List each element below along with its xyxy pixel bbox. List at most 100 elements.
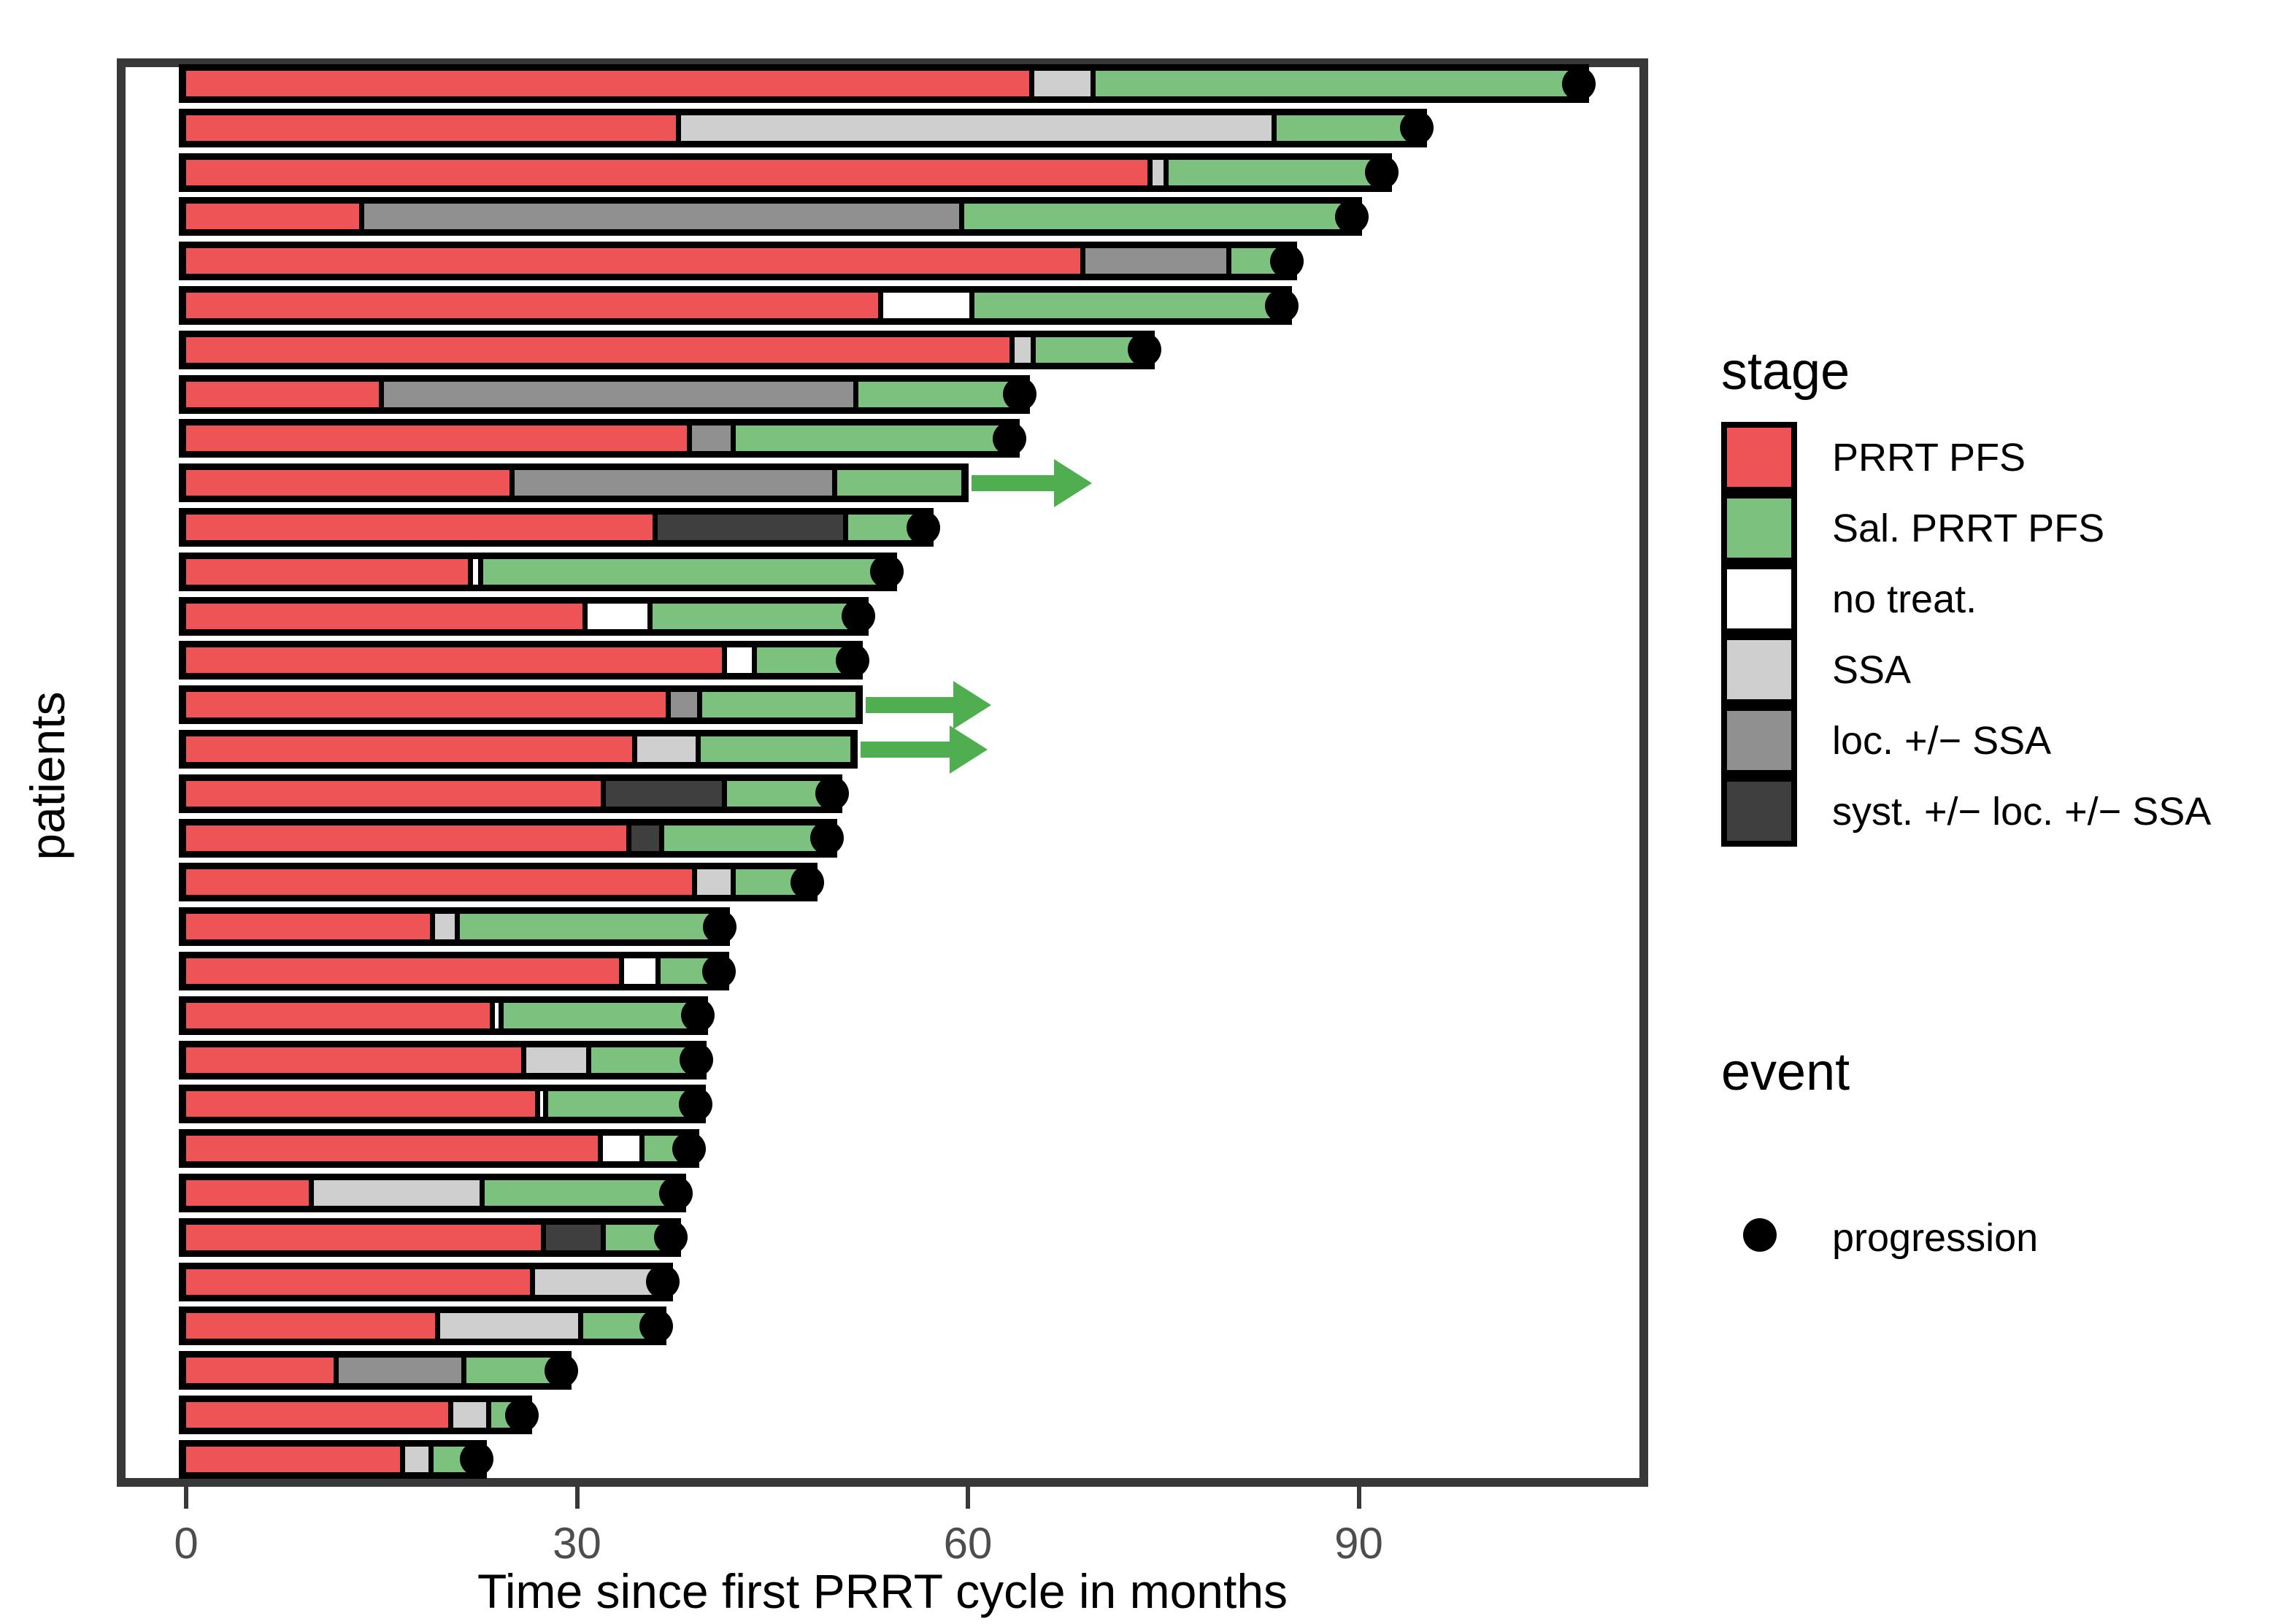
bar-segment-sal: [1166, 159, 1385, 185]
patient-bar: [179, 1396, 533, 1434]
patient-bar: [179, 1040, 707, 1080]
segment-divider: [686, 426, 692, 452]
progression-dot: [544, 1353, 578, 1388]
x-tick-label: 30: [553, 1519, 601, 1568]
bar-segment-prrt: [186, 159, 1150, 185]
bar-segment-none: [537, 1091, 546, 1117]
legend-stage-title: stage: [1721, 342, 1850, 401]
legend-label: PRRT PFS: [1832, 435, 2026, 480]
segment-divider: [655, 958, 661, 984]
bar-segment-loc: [689, 426, 734, 452]
progression-dot: [1002, 377, 1036, 412]
legend-label: syst. +/− loc. +/− SSA: [1832, 789, 2212, 834]
patient-bar: [179, 730, 858, 769]
segment-divider: [731, 869, 736, 896]
bar-segment-prrt: [186, 1446, 403, 1472]
patient-bar: [179, 1439, 487, 1479]
patient-bar: [179, 641, 864, 680]
segment-divider: [696, 736, 701, 762]
bar-segment-sal: [961, 204, 1355, 230]
progression-dot: [680, 1043, 714, 1077]
bar-segment-sal: [733, 426, 1012, 452]
bar-segment-ssa: [432, 914, 458, 940]
bar-segment-ssa: [1031, 71, 1093, 96]
bar-segment-ssa: [694, 869, 734, 896]
segment-divider: [399, 1446, 405, 1472]
segment-divider: [454, 914, 460, 940]
bar-segment-none: [621, 958, 658, 984]
bar-segment-ssa: [532, 1269, 655, 1295]
ongoing-arrow-head: [949, 725, 988, 774]
segment-divider: [691, 869, 697, 896]
segment-divider: [665, 692, 671, 718]
bar-segment-prrt: [186, 603, 585, 629]
bar-segment-prrt: [186, 204, 362, 230]
segment-divider: [676, 115, 682, 141]
segment-divider: [969, 293, 974, 318]
x-tick-label: 0: [174, 1519, 199, 1568]
patient-bar: [179, 996, 709, 1035]
bar-segment-loc: [381, 381, 856, 407]
patient-bar: [179, 596, 869, 636]
progression-dot: [1128, 333, 1162, 367]
bar-segment-prrt: [186, 426, 689, 452]
segment-divider: [479, 1180, 485, 1206]
progression-dot: [869, 555, 904, 589]
segment-divider: [626, 825, 632, 851]
x-tick-mark: [1356, 1487, 1361, 1509]
bar-segment-syst: [543, 1224, 604, 1250]
segment-divider: [1080, 248, 1085, 274]
legend-label: loc. +/− SSA: [1832, 718, 2052, 763]
bar-segment-loc: [1082, 248, 1228, 274]
bar-segment-ssa: [402, 1446, 431, 1472]
segment-divider: [461, 1358, 466, 1384]
x-axis-title: Time since first PRRT cycle in months: [477, 1564, 1288, 1618]
legend-event-title: event: [1721, 1043, 1850, 1101]
patient-bar: [179, 197, 1363, 236]
bar-segment-prrt: [186, 736, 635, 762]
bar-segment-none: [724, 647, 755, 674]
bar-segment-sal: [698, 736, 851, 762]
bar-segment-prrt: [186, 1269, 533, 1295]
bar-segment-ssa: [523, 1047, 589, 1073]
progression-dot: [809, 821, 844, 855]
legend-swatch-loc: [1721, 705, 1797, 776]
bar-segment-sal: [834, 470, 962, 496]
segment-divider: [1028, 71, 1034, 96]
bar-segment-prrt: [186, 1047, 524, 1073]
patient-bar: [179, 64, 1589, 103]
progression-dot: [505, 1398, 539, 1432]
segment-divider: [467, 558, 473, 585]
bar-segment-prrt: [186, 1358, 336, 1384]
bar-segment-ssa: [1012, 336, 1034, 363]
bar-segment-prrt: [186, 1224, 544, 1250]
bar-segment-prrt: [186, 381, 382, 407]
bar-segment-prrt: [186, 914, 433, 940]
segment-divider: [731, 426, 736, 452]
patient-bar: [179, 818, 837, 858]
bar-segment-syst: [603, 780, 725, 807]
progression-dot: [1561, 66, 1596, 101]
ongoing-arrow-head: [1053, 458, 1092, 507]
ongoing-arrow: [861, 741, 951, 758]
segment-divider: [721, 647, 727, 674]
segment-divider: [333, 1358, 339, 1384]
patient-bar: [179, 1262, 673, 1301]
bar-segment-sal: [457, 914, 723, 940]
segment-divider: [540, 1224, 546, 1250]
progression-dot: [653, 1220, 688, 1255]
segment-divider: [1271, 115, 1277, 141]
bar-segment-ssa: [678, 115, 1274, 141]
patient-bar: [179, 1351, 572, 1390]
bar-segment-none: [880, 293, 972, 318]
patient-bar: [179, 1129, 699, 1169]
legend-swatch-syst: [1721, 776, 1797, 847]
plot-panel: [117, 58, 1648, 1487]
progression-dot: [678, 1087, 712, 1121]
progression-dot: [1400, 111, 1434, 145]
progression-dot: [841, 599, 875, 634]
bar-segment-sal: [699, 692, 856, 718]
bar-segment-sal: [650, 603, 861, 629]
bar-segment-prrt: [186, 780, 604, 807]
legend-entry-ssa: SSA: [1721, 634, 1911, 705]
